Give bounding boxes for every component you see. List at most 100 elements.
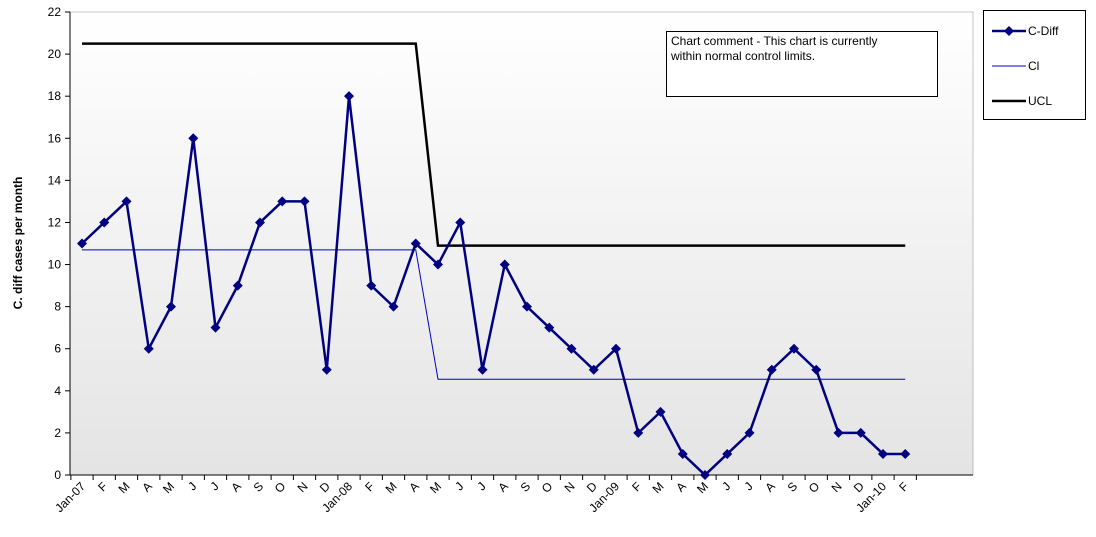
y-axis-title: C. diff cases per month <box>11 177 25 310</box>
x-tick-label: F <box>362 479 377 494</box>
data-point-cdiff <box>744 427 755 438</box>
data-point-cdiff <box>588 364 599 375</box>
data-point-cdiff <box>477 364 488 375</box>
y-tick-label: 22 <box>48 5 62 19</box>
data-point-cdiff <box>900 448 911 459</box>
data-point-cdiff <box>544 322 555 333</box>
x-tick-label: J <box>207 479 221 493</box>
y-tick-label: 12 <box>48 215 62 229</box>
legend-label-ucl: UCL <box>1028 94 1053 108</box>
y-tick-label: 4 <box>54 384 61 398</box>
chart-comment-box: Chart comment - This chart is currently … <box>666 31 938 97</box>
data-point-cdiff <box>277 196 288 207</box>
data-point-cdiff <box>522 301 532 312</box>
data-point-cdiff <box>811 364 822 375</box>
x-tick-label: J <box>474 479 488 493</box>
x-tick-label: N <box>295 479 311 495</box>
x-tick-label: J <box>185 479 199 493</box>
x-tick-label: A <box>673 479 689 495</box>
data-point-cdiff <box>499 259 510 270</box>
x-tick-label: S <box>785 479 801 495</box>
data-point-cdiff <box>366 280 377 291</box>
data-point-cdiff <box>321 364 332 375</box>
x-tick-label: S <box>251 479 267 495</box>
cl-swatch-icon <box>992 65 1026 67</box>
x-tick-label: A <box>139 479 155 495</box>
data-point-cdiff <box>833 427 844 438</box>
data-point-cdiff <box>677 448 688 459</box>
x-tick-label: F <box>95 479 110 494</box>
x-tick-label: A <box>762 479 778 495</box>
data-point-cdiff <box>77 238 87 249</box>
series-layer <box>77 42 911 480</box>
x-tick-label: J <box>719 479 733 493</box>
x-tick-label: N <box>562 479 578 495</box>
x-tick-label: J <box>452 479 466 493</box>
data-point-cdiff <box>143 343 154 354</box>
data-point-cdiff <box>99 217 110 228</box>
data-point-cdiff <box>166 301 176 312</box>
y-tick-label: 6 <box>54 342 61 356</box>
data-point-cdiff <box>344 91 354 102</box>
x-tick-label: O <box>272 479 289 496</box>
data-point-cdiff <box>700 470 710 480</box>
y-tick-label: 10 <box>48 258 62 272</box>
data-point-cdiff <box>611 343 621 354</box>
y-tick-label: 14 <box>48 173 62 187</box>
data-point-cdiff <box>255 217 265 228</box>
data-point-cdiff <box>855 427 866 438</box>
data-point-cdiff <box>789 343 799 354</box>
chart-comment-line-2: within normal control limits. <box>671 49 816 63</box>
data-point-cdiff <box>410 238 421 249</box>
y-tick-label: 2 <box>54 426 61 440</box>
data-point-cdiff <box>455 217 466 228</box>
data-point-cdiff <box>633 427 644 438</box>
x-tick-label: M <box>650 479 667 496</box>
data-point-cdiff <box>210 322 221 333</box>
x-tick-label: J <box>741 479 755 493</box>
legend-label-cl: Cl <box>1028 59 1040 73</box>
data-point-cdiff <box>878 448 888 459</box>
y-tick-label: 8 <box>54 300 61 314</box>
series-line-ucl <box>82 42 906 247</box>
x-tick-label: F <box>896 479 911 494</box>
data-point-cdiff <box>566 343 577 354</box>
data-point-cdiff <box>232 280 243 291</box>
data-point-cdiff <box>188 133 199 144</box>
x-tick-label: A <box>228 479 244 495</box>
x-tick-label: A <box>406 479 422 495</box>
x-tick-label: M <box>427 479 444 496</box>
legend-label-cdiff: C-Diff <box>1028 24 1059 38</box>
x-tick-label: N <box>829 479 845 495</box>
y-tick-label: 16 <box>48 131 62 145</box>
x-tick-label: M <box>160 479 177 496</box>
data-point-cdiff <box>121 196 132 207</box>
y-tick-label: 20 <box>48 47 62 61</box>
x-tick-label: M <box>383 479 400 496</box>
legend-item-ucl: UCL <box>984 93 1085 109</box>
x-tick-label: O <box>539 479 556 496</box>
data-point-cdiff <box>766 364 777 375</box>
x-tick-label: O <box>806 479 823 496</box>
data-point-cdiff <box>655 406 666 417</box>
chart-comment-line-1: Chart comment - This chart is currently <box>671 34 878 48</box>
ucl-swatch-icon <box>992 99 1026 103</box>
y-tick-label: 0 <box>54 468 61 482</box>
x-tick-label: M <box>694 479 711 496</box>
x-tick-label: Jan-07 <box>52 479 88 515</box>
legend: C-Diff Cl UCL <box>983 10 1086 120</box>
data-point-cdiff <box>388 301 399 312</box>
cdiff-swatch-icon <box>992 26 1026 36</box>
x-tick-label: S <box>518 479 534 495</box>
x-tick-label: A <box>495 479 511 495</box>
x-tick-label: F <box>629 479 644 494</box>
data-point-cdiff <box>722 448 733 459</box>
legend-item-cdiff: C-Diff <box>984 23 1085 39</box>
y-tick-label: 18 <box>48 89 62 103</box>
legend-item-cl: Cl <box>984 58 1085 74</box>
data-point-cdiff <box>299 196 310 207</box>
x-tick-label: M <box>116 479 133 496</box>
series-line-c-diff <box>81 96 906 477</box>
data-point-cdiff <box>433 259 443 270</box>
